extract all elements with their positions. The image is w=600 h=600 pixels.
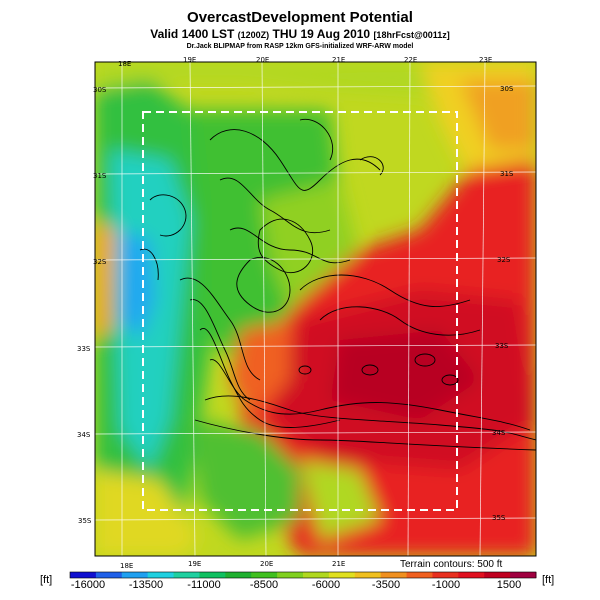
lat-label: 35S (492, 514, 506, 522)
colorbar-swatch (121, 572, 149, 578)
latlon-grid (95, 62, 536, 556)
valid-utc: (1200Z) (237, 30, 270, 40)
colorbar-swatch (510, 572, 537, 578)
colorbar-label: -11000 (187, 579, 221, 591)
colorbar-label: -1000 (431, 579, 461, 591)
lon-label: 20E (256, 56, 269, 64)
lon-label: 21E (332, 560, 345, 568)
lon-label: 18E (118, 60, 131, 68)
colorbar-swatch (199, 572, 226, 578)
lat-label: 35S (78, 517, 92, 525)
colorbar-swatch (354, 572, 382, 578)
colorbar-frame (69, 571, 537, 579)
lat-labels-right: 30S 31S 32S 33S 34S 35S (492, 85, 514, 522)
model-credit: Dr.Jack BLIPMAP from RASP 12km GFS-initi… (186, 43, 414, 50)
colorbar-label: -6000 (311, 579, 341, 591)
colorbar-label: -13500 (128, 579, 164, 591)
lon-label: 22E (404, 56, 417, 64)
map-frame (94, 61, 537, 557)
lat-label: 34S (492, 429, 506, 437)
inner-domain-box (142, 111, 458, 511)
lat-label: 31S (93, 172, 107, 180)
lat-label: 30S (500, 85, 514, 93)
lon-label: 23E (479, 56, 492, 64)
valid-time: Valid 1400 LST (1200Z) THU 19 Aug 2010 [… (0, 27, 600, 41)
lon-label: 21E (332, 56, 345, 64)
colorbar-label: -16000 (70, 579, 106, 591)
colorbar-swatch (380, 572, 408, 578)
forecast-label: [18hrFcst@0011z] (373, 30, 450, 40)
lat-label: 32S (497, 256, 511, 264)
colorbar-swatch (277, 572, 304, 578)
lon-label: 20E (260, 560, 273, 568)
colorbar-unit-right: [ft] (542, 574, 555, 586)
colorbar-unit-left: [ft] (40, 574, 53, 586)
colorbar-label: -3500 (371, 579, 401, 591)
colorbar-swatch (147, 572, 175, 578)
lon-label: 18E (120, 562, 133, 570)
colorbar-swatch (225, 572, 252, 578)
lat-label: 34S (77, 431, 91, 439)
colorbar-swatch (328, 572, 356, 578)
valid-date: THU 19 Aug 2010 (272, 27, 371, 41)
lon-label: 19E (188, 560, 201, 568)
colorbar-swatch (406, 572, 433, 578)
terrain-contours-note: Terrain contours: 500 ft (400, 559, 503, 570)
potential-field (95, 62, 536, 556)
terrain-contours (139, 118, 536, 451)
colorbar-label: 1500 (496, 579, 522, 591)
lat-labels-left: 30S 31S 32S 33S 34S 35S (77, 86, 107, 525)
map-title: OvercastDevelopment Potential (187, 9, 413, 26)
colorbar-swatch (303, 572, 330, 578)
colorbar-swatch (458, 572, 485, 578)
colorbar-label: -8500 (249, 579, 279, 591)
colorbar (69, 571, 537, 579)
lon-labels-bottom: 18E 19E 20E 21E (120, 560, 345, 570)
colorbar-swatch (484, 572, 511, 578)
colorbar-swatch (251, 572, 278, 578)
lon-label: 19E (183, 56, 196, 64)
colorbar-swatch (95, 572, 123, 578)
valid-main: Valid 1400 LST (150, 27, 235, 41)
lat-label: 31S (500, 170, 514, 178)
colorbar-swatch (432, 572, 459, 578)
colorbar-swatch (173, 572, 200, 578)
lat-label: 33S (77, 345, 91, 353)
lat-label: 33S (495, 342, 509, 350)
lat-label: 32S (93, 258, 107, 266)
lat-label: 30S (93, 86, 107, 94)
colorbar-swatch (70, 572, 97, 578)
lon-labels-top: 18E 19E 20E 21E 22E 23E (118, 56, 492, 68)
